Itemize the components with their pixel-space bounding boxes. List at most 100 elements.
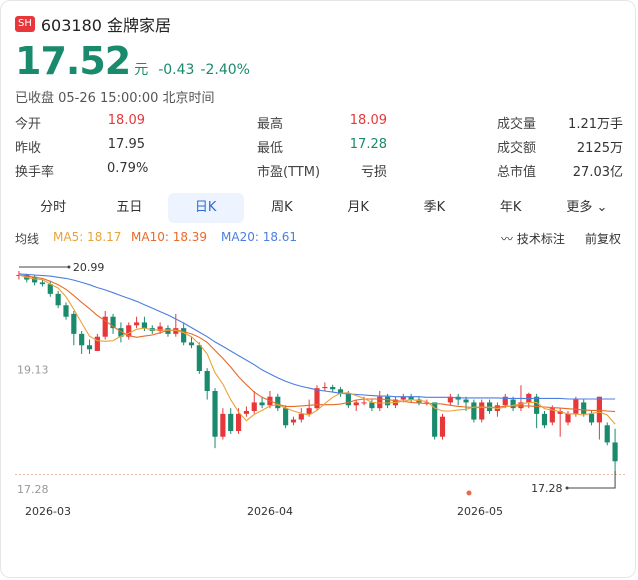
stats-row: 今开 18.09 最高 18.09 成交量 1.21万手 [15, 113, 625, 137]
candle-body [385, 396, 391, 406]
candle-body [204, 371, 210, 391]
candle-body [243, 411, 249, 414]
tab-0[interactable]: 分时 [40, 200, 67, 215]
candle-body [314, 388, 320, 409]
price-change: -0.43 [158, 62, 195, 78]
stat-label: 成交量 [497, 117, 537, 132]
candle-body [471, 402, 477, 420]
candle-body [549, 408, 555, 423]
candle-body [345, 393, 351, 406]
candle-body [259, 402, 265, 406]
candle-body [573, 399, 579, 414]
tab-3[interactable]: 周K [271, 200, 293, 215]
tech-annotation-label: 技术标注 [516, 232, 565, 246]
y-tick-label: 17.28 [17, 483, 49, 496]
ma10-value: MA10: 18.39 [131, 230, 208, 244]
candle-body [55, 293, 61, 306]
stat-value: 亏损 [360, 165, 387, 180]
stat-label: 昨收 [15, 141, 42, 156]
stat-value: 17.95 [107, 137, 145, 152]
stock-header: SH 603180 金牌家居 [15, 12, 171, 36]
candle-body [39, 282, 46, 285]
candle-body [565, 413, 571, 423]
candle-body [612, 442, 618, 462]
candle-body [400, 396, 406, 400]
stock-name[interactable]: 603180 金牌家居 [40, 16, 172, 35]
exchange-badge: SH [15, 16, 35, 32]
candle-body [220, 413, 226, 437]
candle-body [181, 328, 187, 343]
candle-body [588, 413, 595, 423]
tech-annotation-toggle[interactable]: 〰 技术标注 [501, 230, 565, 247]
ma-label: 均线 [15, 232, 40, 246]
candle-body [47, 284, 53, 294]
candle-body [306, 408, 312, 414]
stat-value: 18.09 [349, 113, 387, 128]
candle-body [157, 326, 163, 331]
ma10-line [18, 274, 616, 413]
candle-body [322, 387, 328, 389]
candle-body [424, 402, 430, 404]
candle-body [290, 419, 297, 423]
stat-value: 1.21万手 [568, 117, 623, 132]
candle-body [377, 396, 383, 409]
candle-body [463, 399, 469, 403]
candle-body [534, 396, 540, 414]
candle-body [518, 402, 524, 409]
tab-2[interactable]: 日K [167, 193, 244, 223]
ma5-line [18, 274, 616, 425]
period-tabs: 分时 五日 日K 周K 月K 季K 年K 更多 ⌄ [15, 193, 625, 223]
candle-body [369, 402, 375, 409]
x-tick-label: 2026-05 [457, 505, 503, 518]
candle-body [275, 396, 281, 409]
candle-body [251, 402, 257, 411]
candle-body [557, 411, 563, 414]
tab-4[interactable]: 月K [347, 200, 369, 215]
stat-value: 0.79% [107, 161, 149, 176]
stat-label: 换手率 [15, 165, 55, 180]
x-tick-label: 2026-04 [247, 505, 293, 518]
stat-value: 27.03亿 [572, 165, 623, 180]
price-row: 17.52 元 -0.43 -2.40% [15, 39, 250, 83]
candle-body [330, 387, 336, 390]
candle-body [432, 402, 438, 437]
tab-5[interactable]: 季K [423, 200, 446, 215]
candle-body [408, 396, 414, 400]
candle-body [79, 333, 85, 346]
candle-body [235, 413, 242, 431]
ma-legend: 均线 MA5: 18.17 MA10: 18.39 MA20: 18.61 〰 … [15, 230, 625, 246]
stat-value: 18.09 [107, 113, 145, 128]
stat-label: 成交额 [497, 141, 537, 156]
stats-grid: 今开 18.09 最高 18.09 成交量 1.21万手 昨收 17.95 最低 17.28 成交额… [15, 113, 625, 185]
candle-body [165, 328, 171, 334]
candle-body [502, 396, 508, 406]
tab-6[interactable]: 年K [499, 200, 522, 215]
y-tick-label: 19.13 [17, 363, 49, 376]
candle-body [71, 313, 77, 334]
price-change-pct: -2.40% [200, 62, 250, 78]
tab-1[interactable]: 五日 [116, 200, 143, 215]
stat-label: 总市值 [497, 165, 537, 180]
market-status: 已收盘 05-26 15:00:00 北京时间 [15, 91, 215, 106]
candle-body [581, 402, 587, 414]
candle-body [196, 345, 202, 371]
candle-body [361, 402, 367, 404]
stat-label: 市盈(TTM) [257, 165, 321, 180]
price-unit: 元 [134, 62, 149, 78]
stats-row: 昨收 17.95 最低 17.28 成交额 2125万 [15, 137, 625, 161]
candle-body [353, 402, 359, 406]
tab-7[interactable]: 更多 ⌄ [566, 200, 608, 215]
candle-body [298, 413, 304, 420]
x-tick-label: 2026-03 [25, 505, 71, 518]
adjust-select[interactable]: 前复权 [585, 232, 622, 246]
candle-body [447, 396, 453, 403]
kline-chart[interactable]: 19.13 17.28 20.99 17.28 2026-03 2026-04 2026-0… [1, 251, 637, 521]
candle-body [126, 325, 132, 337]
stat-label: 今开 [15, 117, 42, 132]
candle-body [283, 408, 289, 426]
candle-body [141, 322, 148, 329]
candle-body [102, 316, 108, 337]
ma20-value: MA20: 18.61 [221, 230, 298, 244]
candle-body [32, 276, 38, 283]
